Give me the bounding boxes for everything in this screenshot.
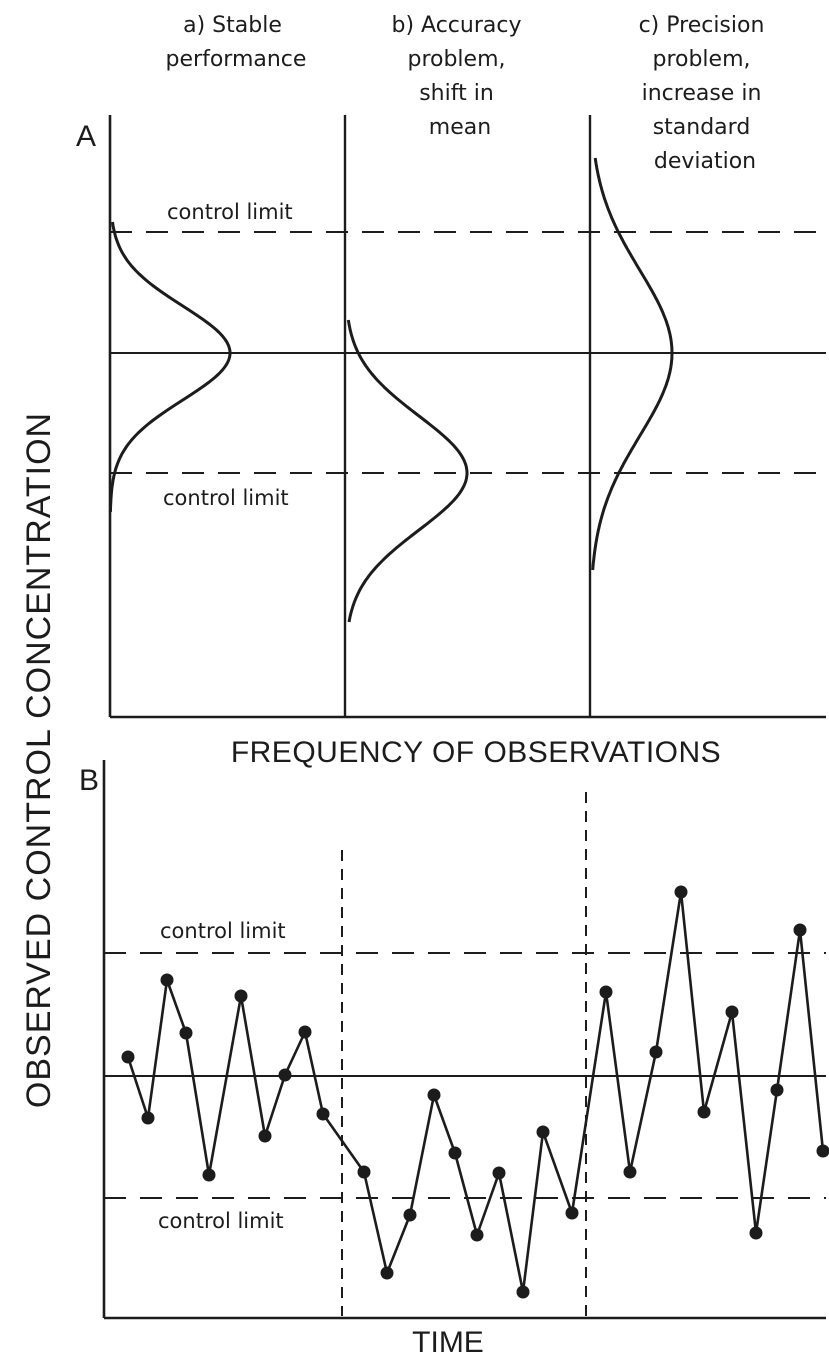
- case-c-caption: c) Precision problem, increase in standa…: [639, 13, 772, 174]
- observation-point-27: [750, 1227, 763, 1240]
- observation-point-2: [142, 1112, 155, 1125]
- observation-point-8: [279, 1069, 292, 1082]
- observation-points: [122, 886, 829, 1299]
- observation-point-10: [317, 1108, 330, 1121]
- observation-point-9: [299, 1026, 312, 1039]
- observation-point-14: [428, 1089, 441, 1102]
- curve-wide-deviation: [593, 158, 672, 570]
- case-c-line-4: standard: [653, 115, 751, 140]
- case-b-line-4: mean: [429, 115, 491, 140]
- observation-point-13: [404, 1209, 417, 1222]
- observation-point-29: [794, 924, 807, 937]
- curve-stable: [110, 222, 230, 512]
- case-b-caption: b) Accuracy problem, shift in mean: [392, 13, 529, 140]
- observation-point-11: [358, 1166, 371, 1179]
- panel-a-upper-limit-label: control limit: [167, 200, 293, 224]
- observation-point-28: [771, 1084, 784, 1097]
- panel-b-letter: B: [79, 764, 99, 797]
- panel-b: B control limit control limit TIME: [79, 760, 829, 1359]
- observation-point-20: [566, 1207, 579, 1220]
- case-b-line-3: shift in: [419, 81, 494, 106]
- case-c-line-2: problem,: [652, 47, 750, 72]
- case-c-line-5: deviation: [654, 149, 756, 174]
- curve-shifted-mean: [348, 320, 467, 622]
- observation-point-6: [235, 990, 248, 1003]
- observation-point-24: [675, 886, 688, 899]
- observation-point-5: [203, 1169, 216, 1182]
- panel-b-lower-limit-label: control limit: [158, 1209, 284, 1233]
- case-c-line-3: increase in: [642, 81, 762, 106]
- observation-point-3: [161, 974, 174, 987]
- observation-point-4: [180, 1027, 193, 1040]
- case-a-line-1: a) Stable: [183, 13, 282, 38]
- observation-point-26: [726, 1006, 739, 1019]
- observation-point-16: [471, 1229, 484, 1242]
- y-axis-label: OBSERVED CONTROL CONCENTRATION: [20, 412, 58, 1108]
- observation-point-21: [600, 986, 613, 999]
- case-c-line-1: c) Precision: [639, 13, 765, 38]
- panel-a-lower-limit-label: control limit: [163, 486, 289, 510]
- observation-point-23: [650, 1046, 663, 1059]
- case-a-caption: a) Stable performance: [166, 13, 307, 72]
- case-a-line-2: performance: [166, 47, 307, 72]
- observation-point-15: [449, 1147, 462, 1160]
- panel-b-x-axis-label: TIME: [412, 1326, 484, 1359]
- observation-point-12: [381, 1267, 394, 1280]
- case-b-line-1: b) Accuracy: [392, 13, 522, 38]
- observation-point-30: [817, 1145, 829, 1158]
- panel-a: A a) Stable performance b) Accuracy prob…: [76, 13, 826, 769]
- panel-a-letter: A: [76, 120, 96, 153]
- observation-point-19: [537, 1126, 550, 1139]
- observation-point-7: [259, 1130, 272, 1143]
- panel-b-upper-limit-label: control limit: [160, 919, 286, 943]
- observation-point-1: [122, 1051, 135, 1064]
- observation-point-17: [493, 1167, 506, 1180]
- panel-a-x-axis-label: FREQUENCY OF OBSERVATIONS: [231, 736, 721, 769]
- case-b-line-2: problem,: [407, 47, 505, 72]
- observation-point-22: [624, 1166, 637, 1179]
- observation-point-18: [517, 1286, 530, 1299]
- observation-point-25: [698, 1106, 711, 1119]
